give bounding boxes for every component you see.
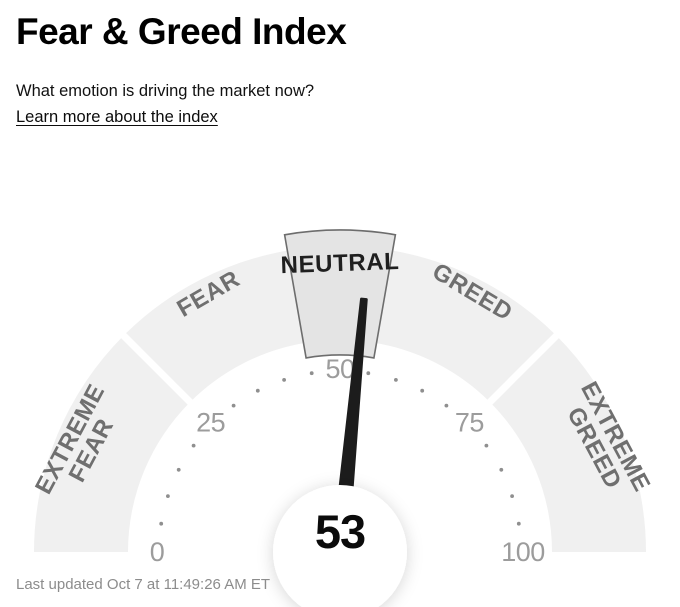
- learn-more-link[interactable]: Learn more about the index: [16, 108, 218, 127]
- page-subtitle: What emotion is driving the market now?: [16, 82, 315, 101]
- gauge-highlight-wedge: [283, 229, 397, 359]
- tick-label-100: 100: [501, 537, 545, 567]
- tick-dot: [516, 521, 521, 526]
- page-title: Fear & Greed Index: [16, 11, 347, 52]
- tick-label-75: 75: [455, 408, 484, 438]
- tick-dot: [484, 443, 489, 448]
- segment-gap: [117, 329, 199, 411]
- tick-dot: [166, 494, 170, 498]
- gauge-hub-circle: [273, 485, 407, 607]
- segment-label-neutral: NEUTRAL: [280, 248, 400, 279]
- tick-dot: [444, 403, 449, 408]
- tick-dot: [366, 371, 371, 376]
- gauge-segment-extreme-greed: [489, 335, 646, 552]
- gauge-segment-extreme-fear: [33, 335, 191, 552]
- tick-dot: [394, 378, 398, 382]
- gauge-segment-greed: [373, 249, 557, 403]
- gauge-segment-fear: [123, 249, 307, 403]
- tick-dot: [309, 371, 314, 376]
- gauge-value: 53: [315, 505, 365, 558]
- tick-dot: [191, 443, 196, 448]
- tick-dot: [510, 494, 514, 498]
- last-updated-text: Last updated Oct 7 at 11:49:26 AM ET: [16, 576, 271, 593]
- tick-dot: [159, 521, 164, 526]
- tick-dot: [255, 388, 260, 393]
- page-header: Fear & Greed Index What emotion is drivi…: [16, 10, 666, 127]
- segment-gap: [481, 329, 563, 411]
- tick-dot: [282, 378, 286, 382]
- tick-label-25: 25: [196, 408, 225, 438]
- tick-dot: [499, 467, 504, 472]
- tick-label-50: 50: [325, 354, 354, 384]
- tick-dot: [420, 388, 425, 393]
- tick-label-0: 0: [150, 537, 165, 567]
- fear-greed-gauge: 0 25 50 75 100 EXTREMEFEAR FEAR NEUTRAL GREED EXT…: [0, 160, 680, 607]
- tick-dot: [231, 403, 236, 408]
- tick-dot: [176, 467, 181, 472]
